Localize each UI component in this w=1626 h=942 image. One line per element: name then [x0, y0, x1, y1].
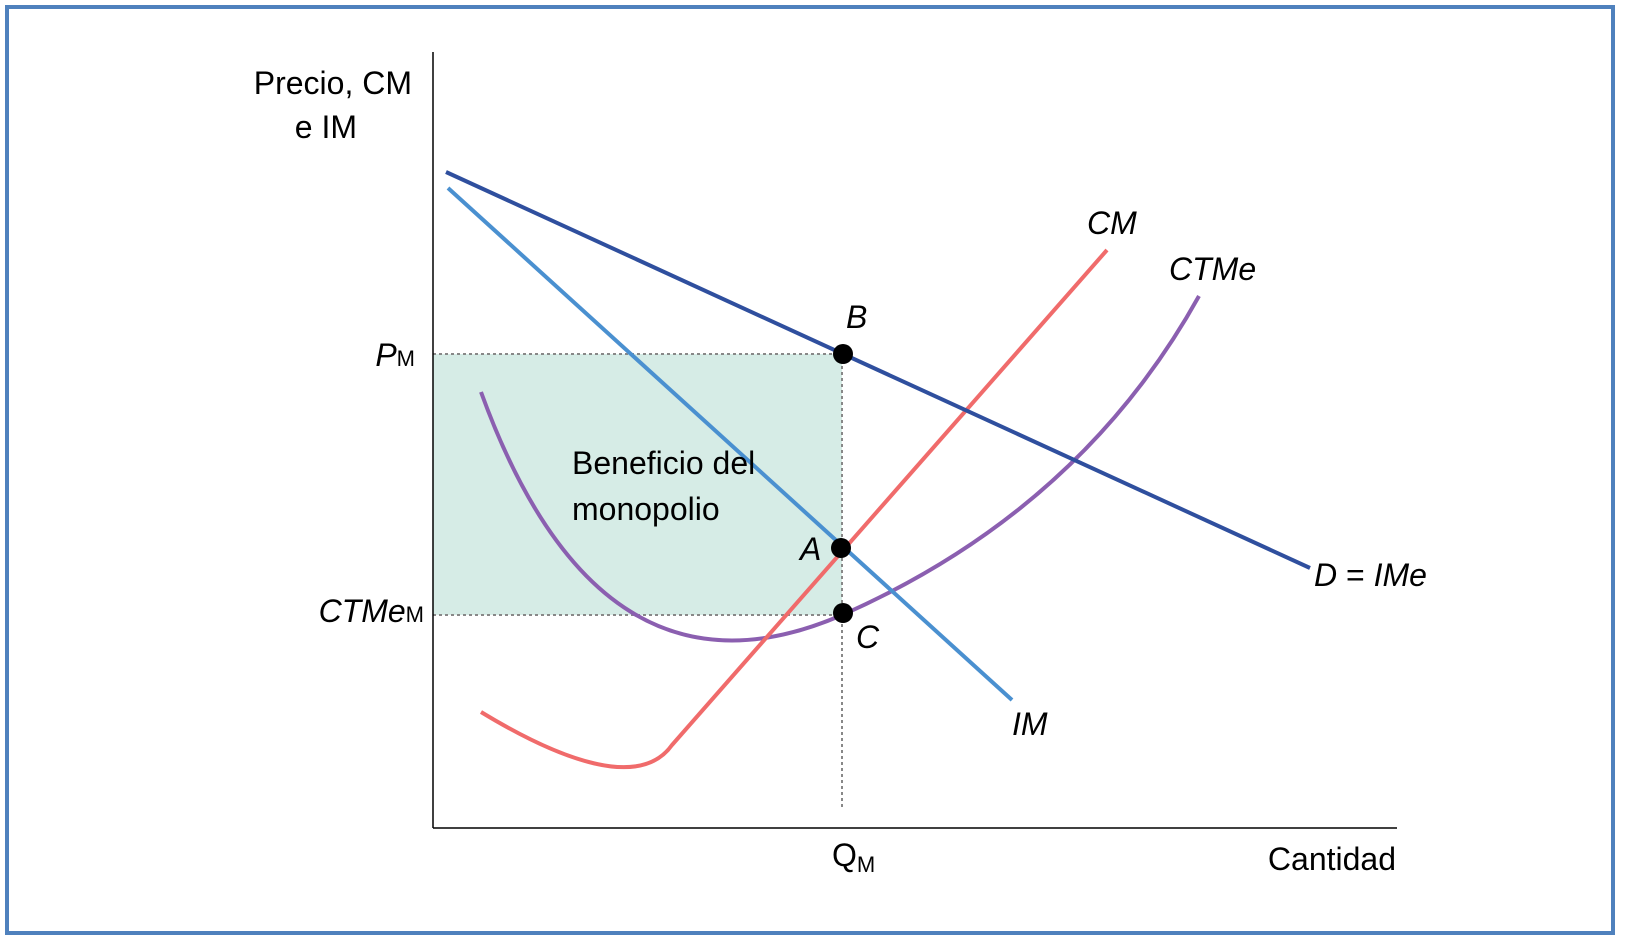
cm-curve [479, 248, 1109, 769]
y-axis-label-line2: e IM [295, 109, 357, 145]
cm-curve-label: CM [1087, 205, 1137, 241]
ctme-curve-label: CTMe [1169, 251, 1256, 287]
point-b-marker [833, 344, 853, 364]
demand-curve [445, 170, 1311, 570]
qm-tick-main: Q [832, 837, 857, 873]
profit-region-label-line1: Beneficio del [572, 445, 755, 481]
qm-tick-sub: M [857, 852, 875, 877]
demand-eq-label: = [1337, 557, 1373, 593]
ctme-tick-sub: M [406, 602, 424, 627]
demand-d-label: D [1314, 557, 1337, 593]
point-c-label: C [856, 619, 880, 655]
pm-tick-label: PM [375, 337, 415, 373]
im-curve-label: IM [1012, 706, 1048, 742]
profit-region-label-line2: monopolio [572, 491, 720, 527]
demand-curve-label: D = IMe [1314, 557, 1427, 593]
qm-tick-label: QM [832, 837, 875, 877]
point-b-label: B [846, 299, 867, 335]
ctme-tick-main: CTMe [319, 593, 406, 629]
pm-tick-main: P [375, 337, 397, 373]
point-a-marker [831, 538, 851, 558]
y-axis-label-line1: Precio, CM [254, 65, 412, 101]
point-a-label: A [798, 531, 821, 567]
x-axis-label: Cantidad [1268, 841, 1396, 877]
profit-region [433, 354, 842, 615]
demand-ime-label: IMe [1374, 557, 1427, 593]
point-c-marker [833, 603, 853, 623]
im-curve [446, 186, 1014, 702]
ctme-tick-label: CTMeM [319, 593, 424, 629]
pm-tick-sub: M [397, 346, 415, 371]
